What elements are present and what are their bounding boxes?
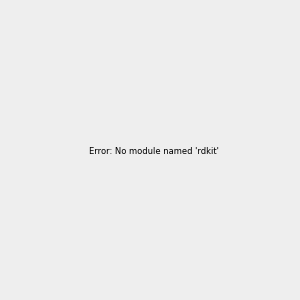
- Text: Error: No module named 'rdkit': Error: No module named 'rdkit': [89, 147, 219, 156]
